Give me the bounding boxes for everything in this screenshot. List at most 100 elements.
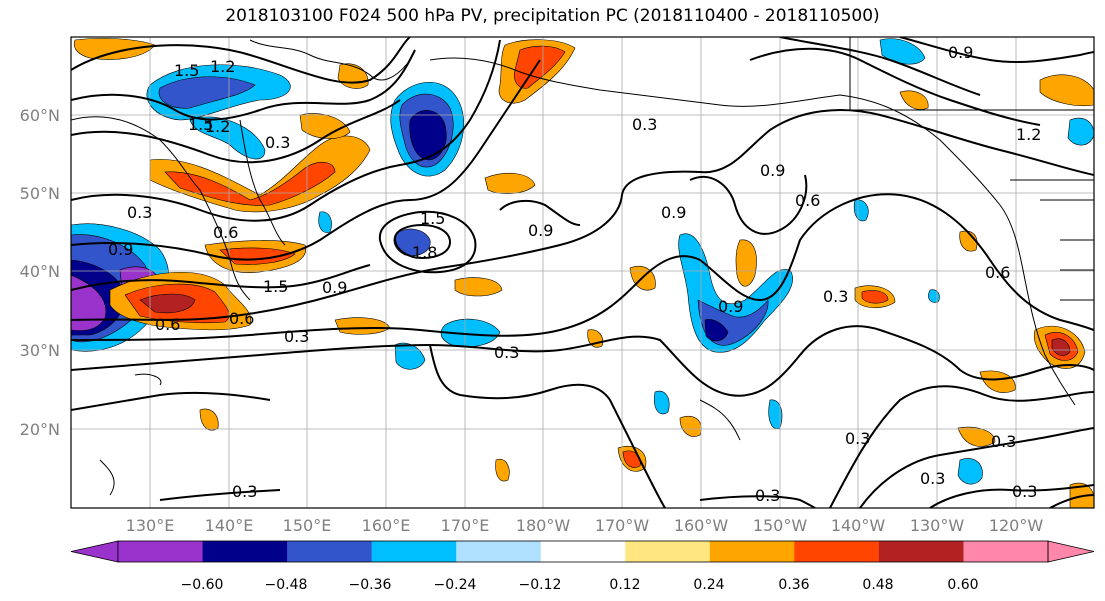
coastlines [71,37,1094,496]
colorbar-outline [117,540,1049,563]
colorbar-tick-label: −0.36 [349,577,392,593]
colorbar-segment [540,541,626,562]
positive-precip-area [199,408,219,431]
lat-label: 40°N [20,262,60,281]
positive-precip-area [861,290,889,304]
colorbar-tick-label: −0.60 [181,577,224,593]
colorbar-extension-min [70,540,119,563]
lon-label: 140°W [831,516,886,535]
colorbar-segment [709,541,795,562]
negative-precip-area [393,228,431,257]
colorbar-tick-label: 0.12 [609,577,640,593]
colorbar-segment [287,541,373,562]
positive-precip-area [454,277,503,297]
contour-label: 1.5 [263,277,288,296]
contour-label: 0.9 [322,278,347,297]
contour-label: 0.6 [213,223,238,242]
negative-precip-area [654,390,670,415]
positive-precip-area [957,426,996,447]
lon-label: 150°W [753,516,808,535]
contour-label: 0.3 [991,432,1016,451]
positive-precip-area [299,113,351,139]
colorbar-segment [202,541,288,562]
contour-label: 0.3 [127,203,152,222]
lat-label: 60°N [20,106,60,125]
contour-label: 0.3 [494,343,519,362]
colorbar-segment [878,541,964,562]
lon-label: 170°W [595,516,650,535]
positive-precip-area [484,172,536,194]
contour-label: 0.3 [1012,482,1037,501]
latitude-labels: 60°N 50°N 40°N 30°N 20°N [20,106,60,439]
colorbar-tick-label: −0.48 [265,577,308,593]
contour-label: 1.5 [188,115,213,134]
positive-precip-area [622,450,641,468]
contour-label: 0.3 [265,133,290,152]
positive-precip-area [139,293,196,314]
contour-label: 0.9 [661,203,686,222]
colorbar-segment [794,541,880,562]
positive-precip-area [979,370,1016,393]
contour-label: 0.6 [155,315,180,334]
contour-label: 1.2 [205,117,230,136]
colorbar-extension-max [1047,540,1095,563]
lat-label: 50°N [20,184,60,203]
colorbar-tick-label: −0.24 [434,577,477,593]
colorbar-tick-label: 0.36 [778,577,809,593]
contour-label: 0.3 [920,469,945,488]
contour-label: 0.3 [632,115,657,134]
colorbar-segment [371,541,457,562]
map-gridlines [71,37,1094,508]
contour-label: 0.6 [795,191,820,210]
colorbar-tick-labels: −0.60 −0.48 −0.36 −0.24 −0.12 0.12 0.24 … [181,577,979,593]
negative-precip-area [318,211,332,233]
contour-label: 1.8 [412,243,437,262]
pv-contours [71,37,1094,508]
positive-precip-area [513,45,566,89]
colorbar-segment [963,541,1049,562]
colorbar [70,540,1095,563]
contour-label: 0.6 [229,309,254,328]
lon-label: 160°W [674,516,729,535]
colorbar-segment [456,541,542,562]
contour-label: 1.2 [210,57,235,76]
lat-label: 30°N [20,341,60,360]
colorbar-segment [118,541,204,562]
negative-precip-area [704,319,729,342]
negative-precip-area [158,76,256,109]
contour-label: 0.6 [985,263,1010,282]
positive-precip-area [899,90,929,110]
contour-label: 0.3 [284,327,309,346]
negative-precip-area [957,458,983,485]
colorbar-tick-label: −0.12 [519,577,562,593]
lon-label: 150°E [283,516,332,535]
positive-precip-area [679,415,702,437]
positive-precip-area [495,458,510,482]
contour-label: 0.3 [823,287,848,306]
contour-label: 0.9 [528,221,553,240]
contour-label: 0.9 [108,240,133,259]
positive-precip-area [735,239,757,287]
negative-precip-area [189,116,266,160]
contour-label: 1.5 [420,209,445,228]
contour-label: 0.9 [948,43,973,62]
colorbar-tick-label: 0.48 [862,577,893,593]
map-border [70,36,1095,509]
lon-label: 160°E [362,516,411,535]
figure-title: 2018103100 F024 500 hPa PV, precipitatio… [225,6,880,26]
contour-label: 1.5 [174,61,199,80]
colorbar-tick-label: 0.60 [947,577,978,593]
lat-label: 20°N [20,420,60,439]
contour-label: 0.9 [760,161,785,180]
contour-label: 0.3 [755,486,780,505]
map-content: 1.5 1.2 1.5 1.2 0.3 0.3 0.9 0.6 0.6 1.5 … [71,37,1094,508]
contour-label: 1.2 [1016,125,1041,144]
positive-precip-area [73,38,156,60]
colorbar-segment [625,541,711,562]
positive-precip-area [1051,338,1071,356]
colorbar-tick-label: 0.24 [693,577,724,593]
lon-label: 130°E [126,516,175,535]
lon-label: 130°W [910,516,965,535]
positive-precip-area [1039,74,1094,107]
